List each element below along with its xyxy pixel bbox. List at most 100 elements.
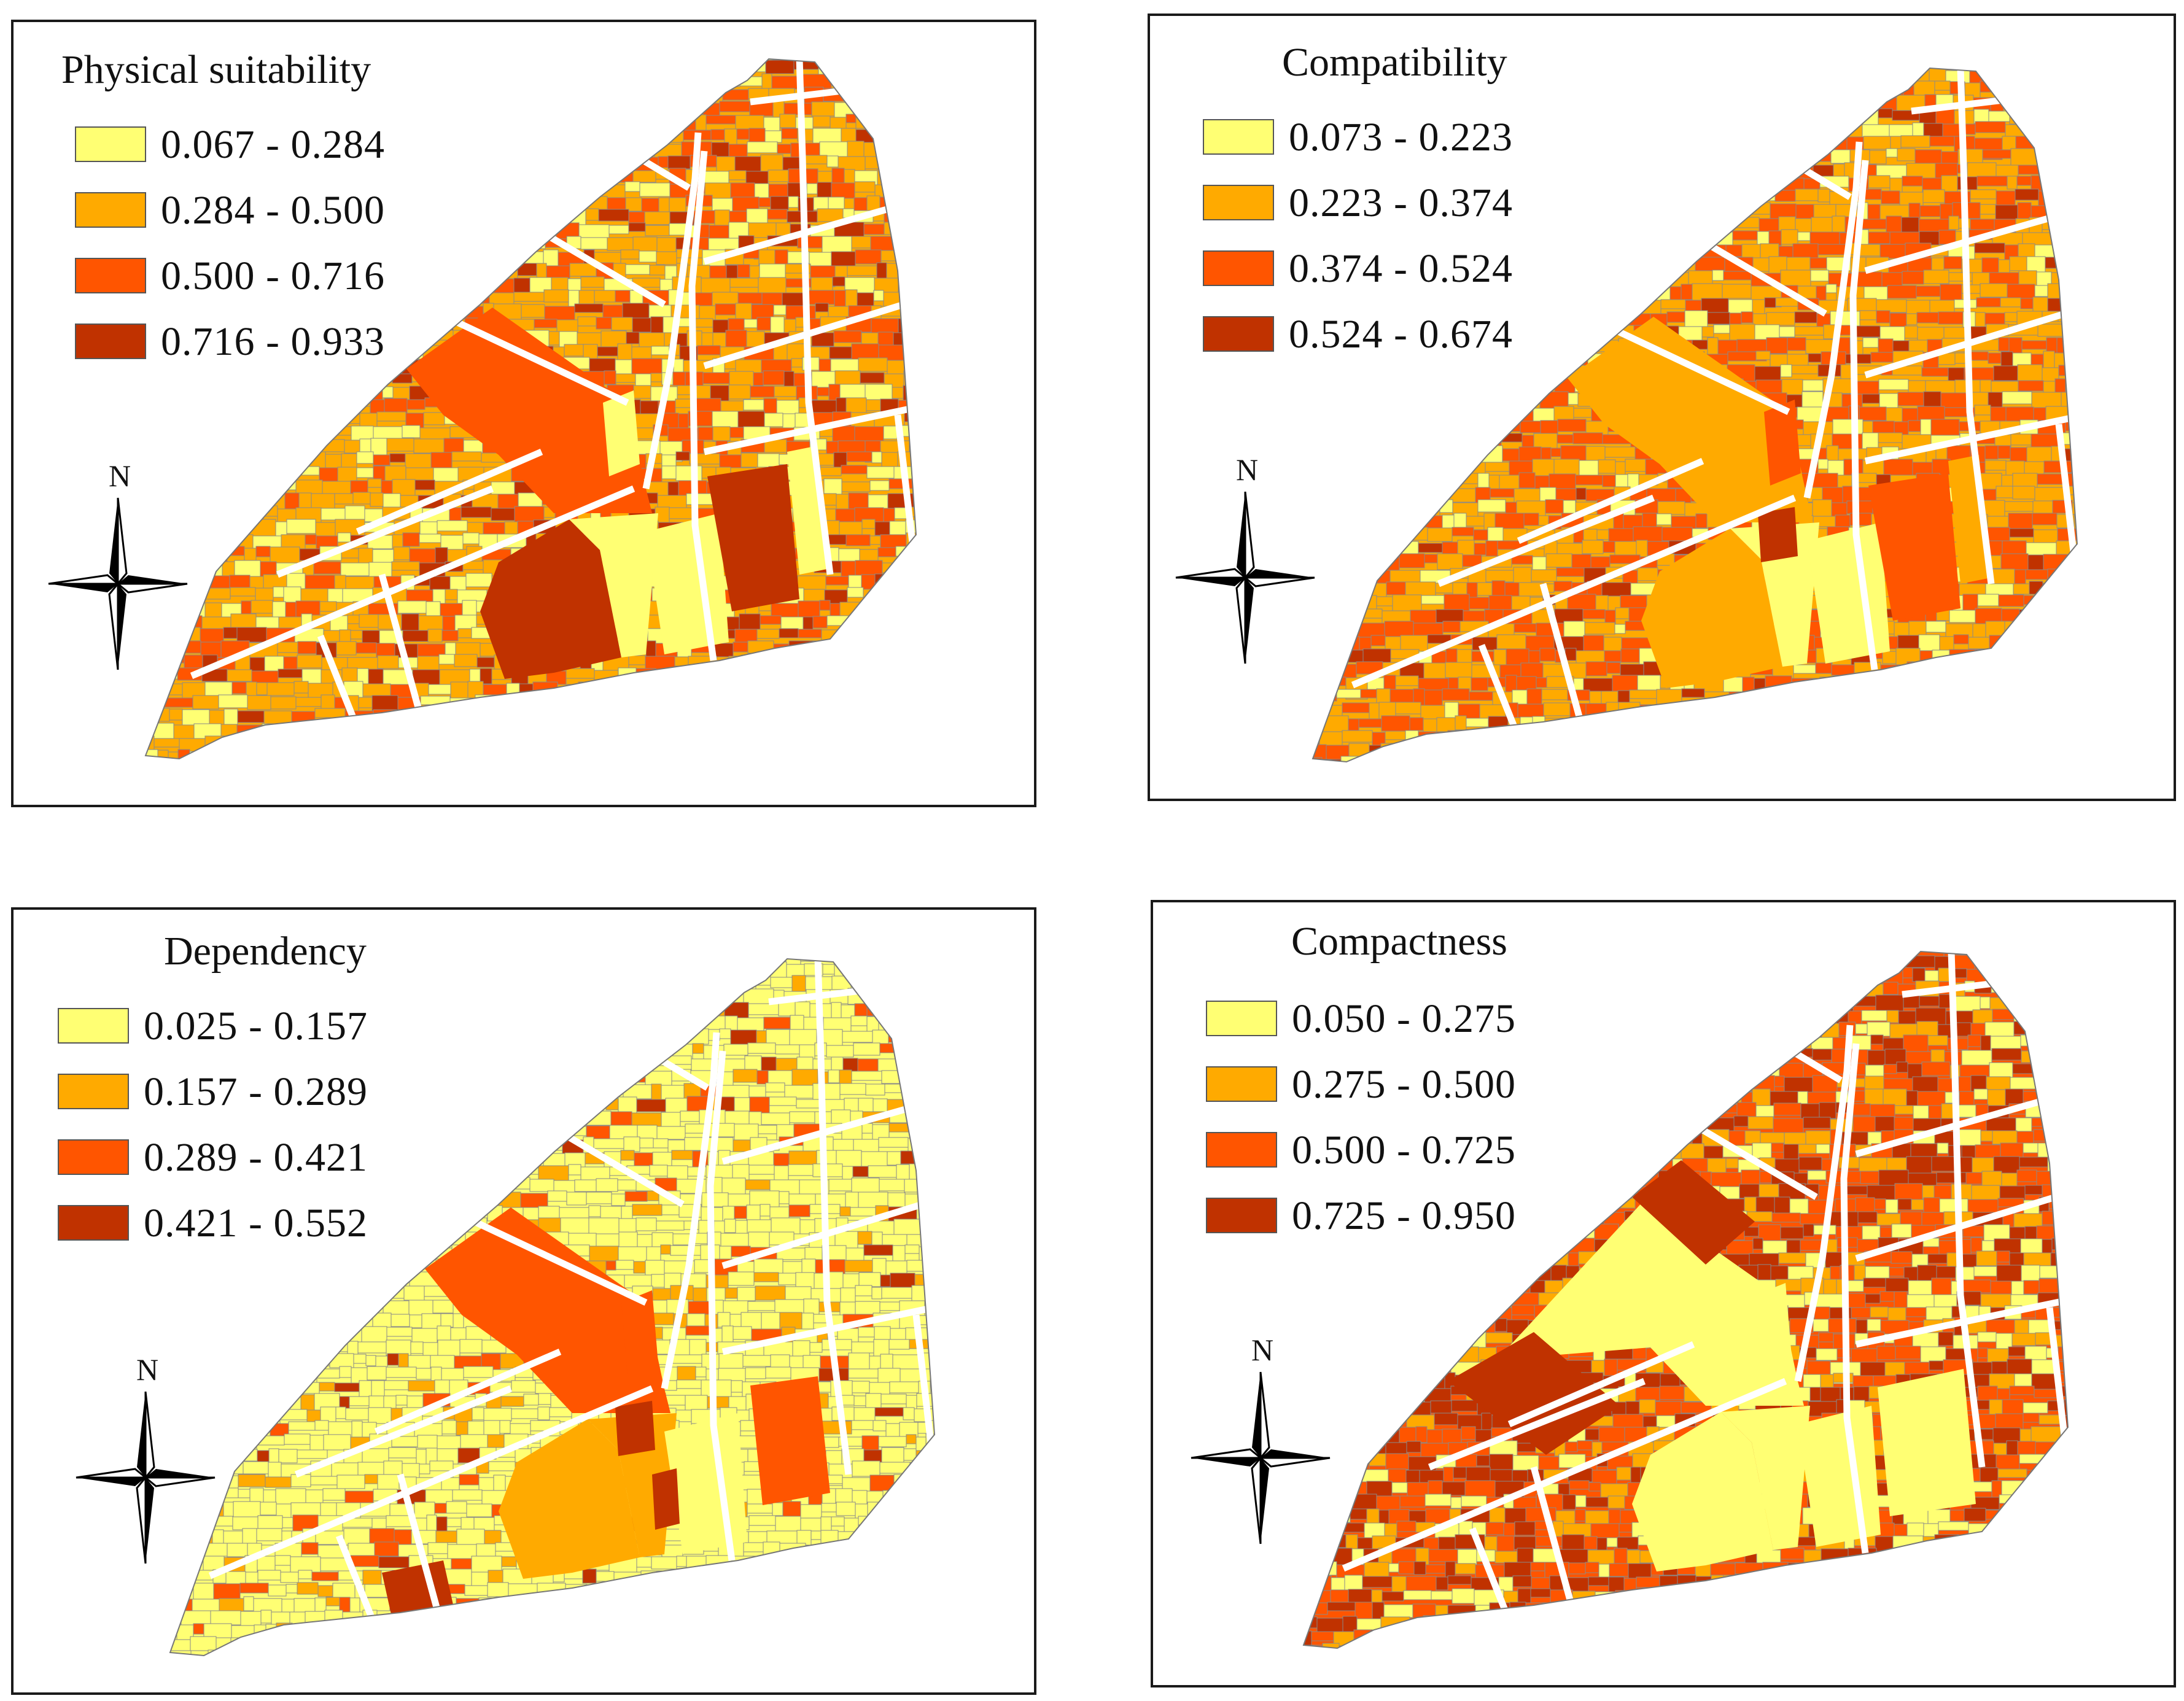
parcel [1584, 149, 1598, 161]
parcel [2096, 216, 2108, 231]
parcel [481, 74, 510, 88]
parcel [1745, 42, 1765, 60]
parcel [656, 251, 677, 265]
parcel [826, 936, 844, 958]
parcel [1573, 408, 1592, 418]
parcel [1946, 55, 1959, 67]
parcel [452, 184, 481, 200]
parcel [255, 546, 271, 557]
parcel [861, 519, 876, 529]
parcel [1878, 108, 1893, 118]
parcel [845, 534, 871, 546]
parcel [1930, 732, 1952, 742]
parcel [962, 644, 992, 660]
parcel [1897, 148, 1916, 161]
parcel [1929, 300, 1955, 314]
parcel [950, 250, 978, 262]
parcel [106, 114, 122, 123]
parcel [1313, 164, 1331, 174]
parcel [1318, 542, 1329, 559]
parcel [1689, 731, 1714, 743]
parcel [418, 316, 444, 333]
parcel [1695, 513, 1708, 529]
parcel [373, 959, 386, 964]
parcel [1396, 94, 1420, 106]
parcel [1384, 380, 1399, 396]
parcel [368, 668, 384, 686]
parcel [1252, 165, 1280, 186]
parcel [2070, 365, 2077, 374]
parcel [705, 115, 736, 125]
parcel [1988, 110, 2010, 122]
parcel [417, 656, 440, 672]
parcel [387, 763, 399, 776]
parcel [1514, 150, 1545, 161]
parcel [1507, 732, 1536, 752]
parcel [704, 669, 724, 686]
parcel [901, 61, 914, 76]
parcel [956, 480, 966, 493]
parcel [406, 289, 434, 300]
parcel [1262, 71, 1277, 85]
parcel [1919, 205, 1941, 217]
parcel [476, 168, 501, 179]
parcel [1846, 718, 1857, 730]
parcel [865, 628, 876, 649]
parcel [1360, 96, 1383, 114]
parcel [645, 711, 660, 721]
parcel [423, 412, 445, 425]
parcel [1449, 379, 1469, 394]
parcel [1976, 176, 2008, 187]
parcel [858, 357, 888, 372]
parcel [962, 710, 980, 725]
parcel [2084, 744, 2104, 754]
parcel [363, 723, 392, 737]
parcel [906, 251, 916, 272]
parcel [1730, 68, 1754, 77]
parcel [1313, 94, 1320, 114]
parcel [966, 185, 995, 203]
parcel [1870, 352, 1894, 363]
parcel [198, 546, 213, 559]
parcel [907, 357, 916, 373]
parcel [806, 183, 818, 195]
parcel [1277, 96, 1294, 111]
parcel [965, 128, 990, 138]
parcel [935, 346, 952, 366]
parcel [2064, 230, 2077, 250]
parcel [1504, 43, 1533, 60]
parcel [426, 197, 450, 207]
parcel [212, 414, 226, 425]
parcel [947, 656, 960, 673]
parcel [1340, 486, 1357, 503]
parcel [146, 438, 149, 454]
parcel [1696, 773, 1710, 786]
parcel [1518, 353, 1542, 374]
parcel [133, 170, 142, 187]
parcel [706, 710, 719, 721]
parcel [1403, 163, 1416, 174]
parcel [1673, 245, 1701, 257]
parcel [812, 115, 831, 128]
parcel [869, 480, 890, 491]
parcel [106, 373, 119, 387]
parcel [2091, 82, 2120, 99]
parcel [865, 694, 890, 705]
parcel [970, 277, 993, 287]
parcel [686, 493, 715, 505]
parcel [834, 370, 861, 385]
parcel [1280, 165, 1304, 174]
parcel [214, 492, 239, 506]
parcel [246, 454, 266, 465]
parcel [925, 63, 938, 79]
parcel [768, 670, 785, 692]
parcel [399, 183, 410, 205]
parcel [2041, 758, 2056, 762]
parcel [1576, 487, 1587, 500]
parcel [892, 668, 913, 684]
parcel [742, 710, 769, 724]
parcel [1991, 42, 2016, 57]
map-panel-physical-suitability: Physical suitability 0.067 - 0.284 0.284… [11, 20, 1036, 807]
parcel [1666, 715, 1697, 736]
parcel [419, 533, 441, 543]
